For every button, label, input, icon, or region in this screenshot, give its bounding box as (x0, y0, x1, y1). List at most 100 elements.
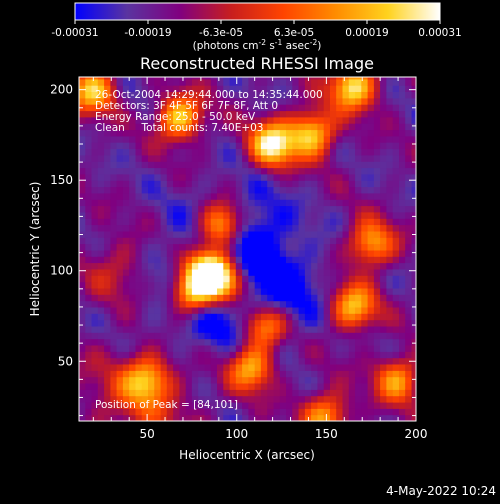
heatmap-cell (210, 402, 218, 409)
heatmap-cell (122, 85, 130, 92)
heatmap-cell (148, 123, 155, 131)
heatmap-cell (141, 262, 149, 270)
heatmap-cell (160, 129, 168, 137)
heatmap-cell (191, 389, 199, 397)
heatmap-cell (160, 325, 168, 333)
heatmap-cell (154, 275, 162, 283)
heatmap-cell (336, 77, 344, 80)
heatmap-cell (104, 85, 111, 92)
heatmap-cell (267, 78, 275, 86)
heatmap-cell (116, 325, 124, 333)
heatmap-cell (311, 319, 318, 327)
heatmap-cell (91, 300, 99, 308)
heatmap-cell (311, 186, 318, 194)
heatmap-cell (129, 338, 137, 346)
heatmap-cell (248, 110, 256, 118)
heatmap-cell (122, 78, 130, 86)
heatmap-cell (217, 338, 224, 346)
heatmap-cell (104, 167, 111, 175)
heatmap-cell (179, 256, 187, 264)
heatmap-cell (330, 199, 337, 207)
heatmap-cell (260, 325, 268, 333)
heatmap-cell (342, 383, 350, 390)
heatmap-cell (79, 199, 86, 207)
heatmap-cell (355, 357, 362, 365)
heatmap-cell (411, 370, 416, 378)
heatmap-cell (286, 402, 293, 409)
heatmap-cell (229, 383, 237, 390)
heatmap-cell (273, 319, 281, 327)
heatmap-cell (229, 148, 237, 156)
x-tick-label: 150 (315, 427, 338, 441)
heatmap-cell (166, 364, 174, 371)
heatmap-cell (267, 167, 275, 175)
heatmap-cell (217, 325, 224, 333)
heatmap-cell (355, 395, 362, 403)
heatmap-cell (286, 104, 293, 112)
heatmap-cell (248, 325, 256, 333)
heatmap-cell (355, 97, 362, 105)
heatmap-cell (85, 319, 93, 327)
heatmap-cell (173, 414, 180, 421)
heatmap-cell (298, 154, 306, 162)
heatmap-cell (135, 211, 143, 219)
heatmap-cell (267, 408, 275, 416)
heatmap-cell (373, 104, 381, 112)
heatmap-cell (330, 313, 337, 321)
heatmap-cell (166, 351, 174, 359)
heatmap-cell (173, 408, 180, 416)
heatmap-cell (191, 395, 199, 403)
heatmap-cell (373, 110, 381, 118)
heatmap-cell (342, 408, 350, 416)
heatmap-cell (405, 325, 413, 333)
heatmap-cell (348, 275, 356, 283)
heatmap-cell (229, 129, 237, 137)
heatmap-cell (217, 268, 224, 276)
heatmap-cell (116, 186, 124, 194)
heatmap-cell (229, 414, 237, 421)
heatmap-cell (129, 383, 137, 390)
heatmap-cell (292, 395, 300, 403)
heatmap-cell (399, 110, 406, 118)
heatmap-cell (135, 110, 143, 118)
heatmap-cell (110, 364, 118, 371)
heatmap-cell (135, 402, 143, 409)
heatmap-cell (386, 243, 394, 251)
heatmap-cell (311, 161, 318, 169)
heatmap-cell (173, 237, 180, 245)
heatmap-cell (311, 91, 318, 99)
heatmap-cell (97, 123, 105, 131)
heatmap-cell (311, 243, 318, 251)
heatmap-cell (279, 414, 287, 421)
heatmap-cell (336, 237, 344, 245)
heatmap-cell (386, 287, 394, 295)
heatmap-cell (154, 167, 162, 175)
heatmap-cell (122, 205, 130, 213)
heatmap-cell (223, 332, 231, 340)
heatmap-cell (361, 256, 369, 264)
heatmap-cell (235, 364, 243, 371)
heatmap-cell (399, 85, 406, 92)
heatmap-cell (210, 224, 218, 232)
heatmap-cell (330, 306, 337, 314)
heatmap-cell (386, 167, 394, 175)
heatmap-cell (148, 389, 155, 397)
heatmap-cell (129, 256, 137, 264)
heatmap-cell (336, 230, 344, 238)
heatmap-cell (355, 268, 362, 276)
heatmap-cell (399, 414, 406, 421)
heatmap-cell (217, 300, 224, 308)
heatmap-cell (173, 325, 180, 333)
heatmap-cell (260, 395, 268, 403)
heatmap-cell (110, 389, 118, 397)
heatmap-cell (217, 230, 224, 238)
heatmap-cell (330, 135, 337, 143)
heatmap-cell (160, 408, 168, 416)
heatmap-cell (235, 287, 243, 295)
heatmap-cell (210, 230, 218, 238)
heatmap-cell (210, 123, 218, 131)
heatmap-cell (248, 142, 256, 150)
heatmap-cell (373, 142, 381, 150)
heatmap-cell (223, 97, 231, 105)
heatmap-cell (135, 237, 143, 245)
